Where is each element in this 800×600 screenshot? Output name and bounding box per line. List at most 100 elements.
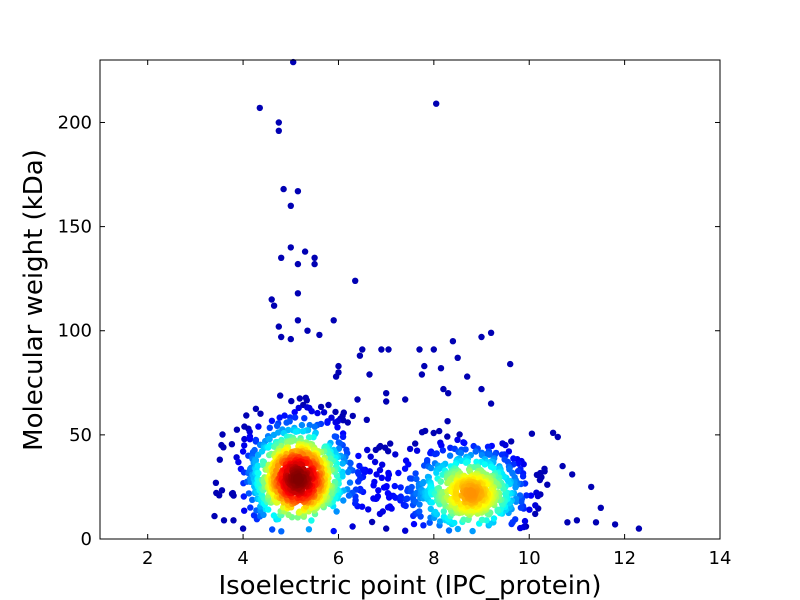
data-point: [335, 445, 343, 452]
data-point: [373, 471, 380, 478]
data-point: [418, 429, 426, 436]
data-point: [266, 435, 273, 443]
data-point: [354, 396, 361, 403]
data-point: [349, 412, 356, 420]
plot-frame: [99, 59, 721, 540]
data-point: [356, 352, 364, 359]
data-point: [331, 433, 338, 440]
data-point: [461, 439, 468, 447]
data-point: [258, 448, 266, 455]
data-point: [486, 451, 493, 458]
data-point: [335, 439, 342, 446]
data-point: [372, 446, 379, 454]
data-point: [292, 428, 300, 435]
data-point: [420, 478, 427, 486]
data-point: [457, 449, 465, 457]
data-point: [275, 429, 282, 436]
data-point: [445, 527, 453, 534]
y-tick-label: 50: [69, 425, 92, 446]
data-point: [437, 365, 445, 372]
data-point: [281, 412, 288, 419]
data-point: [427, 464, 435, 472]
data-point: [340, 497, 347, 504]
data-point: [481, 461, 488, 468]
data-point: [433, 450, 440, 457]
data-point: [410, 520, 418, 528]
data-point: [502, 441, 509, 449]
data-point: [219, 431, 226, 438]
data-point: [283, 419, 290, 426]
data-point: [432, 508, 439, 516]
data-point: [273, 422, 281, 429]
data-point: [379, 461, 386, 468]
data-point: [378, 346, 385, 353]
data-point: [301, 415, 308, 422]
data-point: [239, 525, 247, 532]
data-point: [453, 484, 461, 492]
data-point: [303, 397, 310, 404]
data-point: [280, 185, 287, 193]
data-point: [519, 473, 527, 480]
data-point: [316, 331, 323, 339]
data-point: [494, 506, 501, 513]
data-point: [487, 463, 495, 470]
data-points: [211, 58, 643, 535]
data-point: [469, 489, 476, 496]
data-point: [230, 492, 237, 499]
data-point: [285, 426, 292, 434]
data-point: [304, 327, 311, 334]
data-point: [305, 526, 313, 533]
data-point: [368, 518, 376, 526]
data-point: [520, 461, 527, 468]
data-point: [428, 499, 436, 506]
data-point: [355, 452, 362, 460]
data-point: [383, 483, 390, 490]
data-point: [349, 523, 356, 530]
data-point: [517, 504, 525, 511]
data-point: [460, 516, 467, 523]
data-point: [392, 451, 399, 458]
data-point: [365, 506, 372, 513]
data-point: [335, 362, 342, 370]
data-point: [446, 452, 454, 459]
data-point: [404, 495, 411, 502]
data-point: [332, 419, 339, 426]
data-point: [259, 461, 267, 469]
data-point: [314, 409, 321, 417]
data-point: [379, 508, 386, 515]
data-point: [291, 409, 298, 416]
data-point: [255, 470, 262, 477]
data-point: [569, 471, 576, 478]
data-point: [220, 444, 227, 451]
data-point: [505, 448, 513, 455]
data-point: [413, 447, 421, 454]
data-point: [256, 104, 263, 112]
data-point: [533, 471, 541, 479]
data-point: [274, 462, 282, 469]
data-point: [526, 506, 533, 513]
data-point: [592, 519, 600, 526]
data-point: [438, 442, 445, 449]
data-point: [299, 428, 307, 435]
data-point: [246, 428, 253, 435]
data-point: [406, 445, 414, 453]
data-point: [449, 338, 457, 345]
y-tick-label: 0: [81, 529, 92, 550]
data-point: [523, 492, 530, 499]
data-point: [528, 430, 536, 437]
data-point: [597, 504, 604, 511]
data-point: [440, 508, 447, 515]
data-point: [478, 333, 485, 341]
data-point: [413, 475, 420, 483]
data-point: [291, 414, 299, 421]
data-point: [311, 423, 318, 430]
data-point: [402, 502, 409, 510]
data-point: [295, 404, 302, 412]
data-point: [345, 492, 353, 499]
data-point: [416, 508, 423, 515]
data-point: [532, 510, 539, 518]
y-tick-label: 100: [58, 321, 92, 342]
data-point: [255, 423, 262, 430]
data-point: [346, 479, 354, 486]
data-point: [386, 503, 394, 510]
